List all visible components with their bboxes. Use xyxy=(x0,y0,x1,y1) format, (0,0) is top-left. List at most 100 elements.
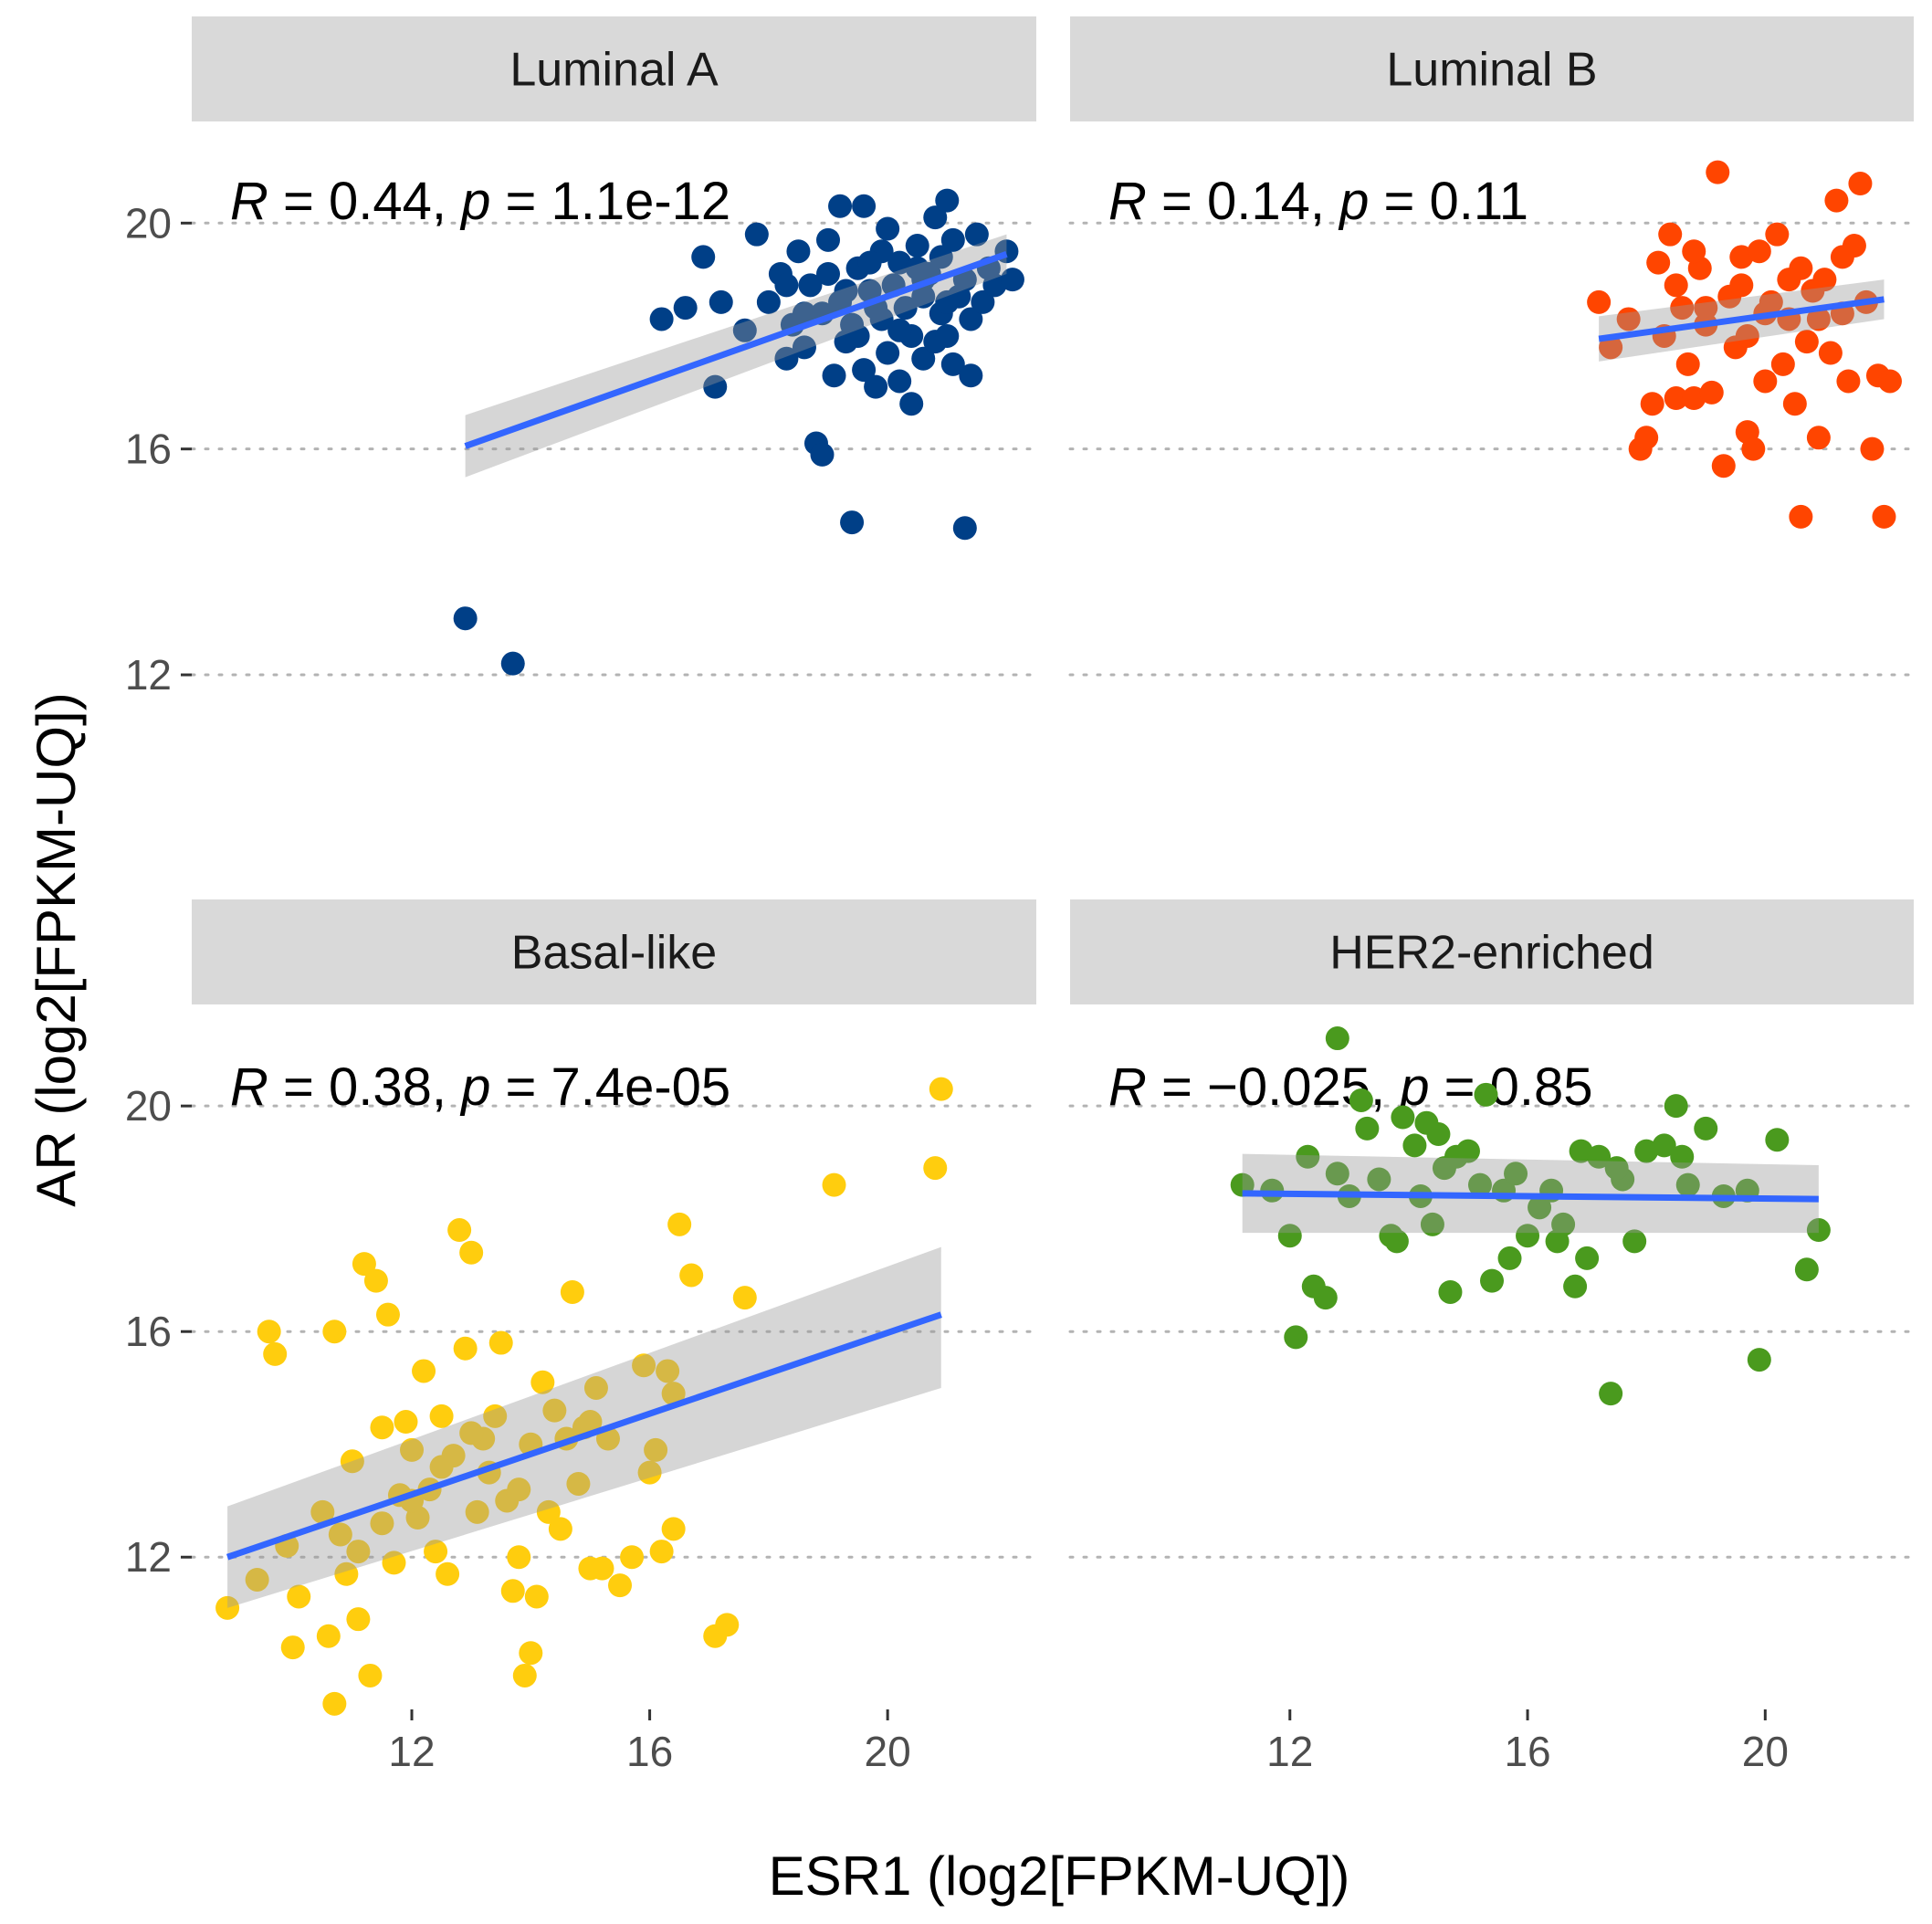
data-point xyxy=(1391,1105,1415,1130)
data-point xyxy=(905,234,929,258)
data-point xyxy=(1575,1246,1600,1270)
data-point xyxy=(578,1410,603,1435)
data-point xyxy=(732,318,757,342)
panel-title: Luminal B xyxy=(1386,44,1597,97)
data-point xyxy=(334,1561,359,1586)
confidence-band xyxy=(465,234,1007,478)
data-point xyxy=(1777,268,1801,292)
data-point xyxy=(982,273,1007,298)
x-tick-label: 16 xyxy=(626,1728,673,1775)
data-point xyxy=(1497,1246,1522,1270)
data-point xyxy=(310,1499,335,1524)
data-point xyxy=(887,250,912,275)
panel-basal-like: Basal-like R = 0.38, p = 7.4e-05 xyxy=(190,899,1038,1716)
y-axis-title: AR (log2[FPKM-UQ]) xyxy=(26,692,87,1206)
data-point xyxy=(1812,268,1837,292)
data-point xyxy=(453,606,478,631)
data-point xyxy=(1426,1122,1451,1147)
data-point xyxy=(1474,1082,1498,1107)
data-point xyxy=(1658,222,1683,247)
data-point xyxy=(328,1522,352,1547)
data-point xyxy=(530,1370,555,1394)
data-point xyxy=(971,289,995,314)
data-point xyxy=(1670,1144,1695,1169)
p-symbol: p xyxy=(459,172,490,231)
data-point xyxy=(1806,307,1831,331)
data-point xyxy=(1682,386,1706,411)
data-point xyxy=(1284,1325,1308,1350)
data-point xyxy=(893,296,918,321)
data-point xyxy=(412,1359,436,1383)
data-point xyxy=(1741,436,1766,461)
data-point xyxy=(1770,352,1795,376)
data-point xyxy=(1420,1212,1444,1236)
data-point xyxy=(382,1551,406,1575)
correlation-stat: R = 0.38, p = 7.4e-05 xyxy=(230,1057,730,1117)
data-point xyxy=(828,194,853,218)
data-point xyxy=(715,1613,740,1637)
r-value: = 0.38, xyxy=(268,1057,461,1117)
data-point xyxy=(245,1567,269,1592)
data-point xyxy=(459,1240,484,1265)
data-point xyxy=(590,1556,614,1581)
data-point xyxy=(1765,222,1790,247)
panel-title: HER2-enriched xyxy=(1329,927,1654,980)
data-point xyxy=(649,1540,674,1564)
p-value: = 1.1e-12 xyxy=(490,172,730,231)
data-point xyxy=(1664,1094,1688,1119)
x-tick-label: 20 xyxy=(1742,1728,1789,1775)
data-point xyxy=(661,1517,686,1541)
r-symbol: R xyxy=(1108,172,1147,231)
data-point xyxy=(1438,1279,1463,1304)
x-tick-label: 12 xyxy=(1266,1728,1313,1775)
data-point xyxy=(632,1353,656,1378)
data-point xyxy=(644,1437,668,1462)
data-point xyxy=(560,1279,584,1304)
data-point xyxy=(542,1398,567,1423)
data-point xyxy=(673,296,698,321)
data-point xyxy=(608,1573,633,1598)
data-point xyxy=(935,188,960,213)
y-tick-label: 16 xyxy=(125,426,172,473)
data-point xyxy=(1634,1139,1659,1163)
data-point xyxy=(1480,1268,1504,1293)
data-point xyxy=(316,1624,341,1648)
data-point xyxy=(1782,392,1807,416)
data-point xyxy=(322,1691,347,1716)
data-point xyxy=(340,1449,364,1474)
data-point xyxy=(363,1268,388,1293)
data-point xyxy=(429,1404,454,1428)
data-point xyxy=(1830,245,1854,269)
data-point xyxy=(1646,250,1671,275)
data-point xyxy=(1604,1156,1629,1181)
data-point xyxy=(792,335,816,360)
data-point xyxy=(1528,1195,1552,1220)
data-point xyxy=(887,318,912,342)
r-symbol: R xyxy=(1108,1057,1147,1117)
data-point xyxy=(964,222,989,247)
panel-title: Basal-like xyxy=(511,927,717,980)
data-point xyxy=(656,1359,680,1383)
y-tick-label: 12 xyxy=(125,651,172,699)
data-point xyxy=(637,1460,662,1485)
correlation-stat: R = 0.14, p = 0.11 xyxy=(1108,172,1528,231)
data-point xyxy=(959,307,983,331)
data-point xyxy=(1622,1229,1647,1254)
data-point xyxy=(1599,1382,1623,1406)
data-point xyxy=(911,346,936,371)
panel-her2-enriched: HER2-enriched R = −0.025, p = 0.85 xyxy=(1068,899,1916,1559)
data-point xyxy=(1806,426,1831,450)
data-point xyxy=(1504,1162,1528,1186)
data-point xyxy=(940,352,965,376)
y-axes-layer: 12 16 20 12 16 20 xyxy=(125,199,192,1581)
data-point xyxy=(524,1584,549,1609)
data-point xyxy=(756,289,781,314)
data-point xyxy=(215,1595,240,1620)
data-point xyxy=(1747,1348,1771,1372)
confidence-band xyxy=(227,1246,941,1608)
data-point xyxy=(1753,369,1778,394)
data-point xyxy=(1794,1257,1819,1282)
data-point xyxy=(822,363,846,388)
data-point xyxy=(667,1212,692,1236)
data-point xyxy=(370,1511,394,1536)
